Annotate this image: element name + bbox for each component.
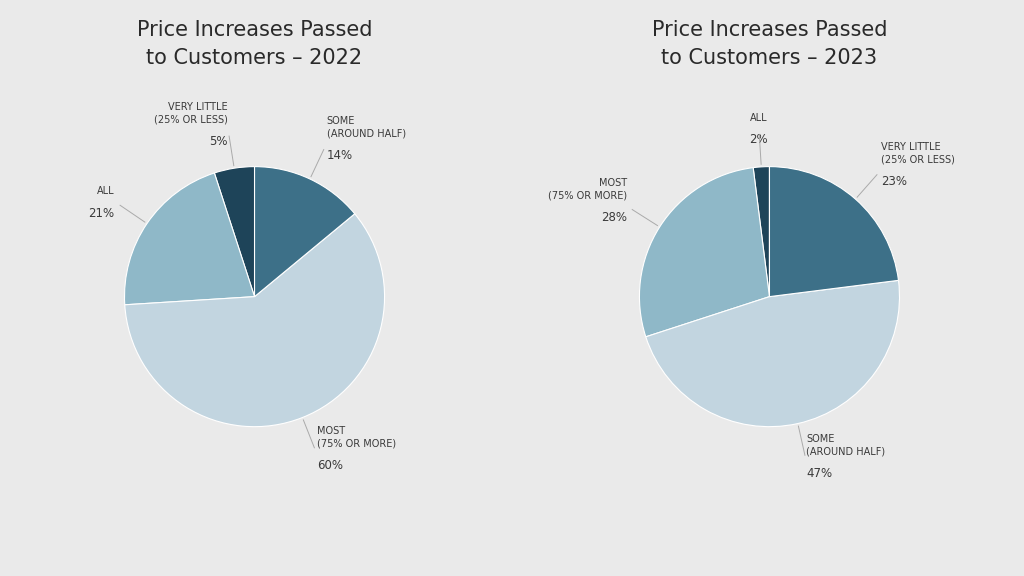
Text: 2%: 2%	[750, 133, 768, 146]
Wedge shape	[255, 166, 354, 297]
Text: 21%: 21%	[89, 207, 115, 220]
Text: 28%: 28%	[601, 211, 627, 224]
Text: SOME
(AROUND HALF): SOME (AROUND HALF)	[327, 116, 406, 138]
Text: ALL: ALL	[97, 187, 115, 196]
Title: Price Increases Passed
to Customers – 2023: Price Increases Passed to Customers – 20…	[651, 20, 887, 67]
Text: 60%: 60%	[316, 459, 343, 472]
Wedge shape	[125, 173, 255, 305]
Wedge shape	[646, 281, 899, 427]
Wedge shape	[639, 168, 769, 337]
Text: SOME
(AROUND HALF): SOME (AROUND HALF)	[806, 434, 886, 456]
Wedge shape	[214, 166, 255, 297]
Text: MOST
(75% OR MORE): MOST (75% OR MORE)	[548, 179, 627, 201]
Text: 5%: 5%	[210, 135, 228, 148]
Wedge shape	[754, 166, 769, 297]
Text: ALL: ALL	[750, 113, 768, 123]
Text: MOST
(75% OR MORE): MOST (75% OR MORE)	[316, 426, 396, 449]
Text: VERY LITTLE
(25% OR LESS): VERY LITTLE (25% OR LESS)	[155, 102, 228, 124]
Wedge shape	[125, 214, 385, 427]
Text: 23%: 23%	[882, 175, 907, 188]
Title: Price Increases Passed
to Customers – 2022: Price Increases Passed to Customers – 20…	[137, 20, 373, 67]
Wedge shape	[769, 166, 898, 297]
Text: VERY LITTLE
(25% OR LESS): VERY LITTLE (25% OR LESS)	[882, 142, 955, 165]
Text: 47%: 47%	[806, 467, 833, 480]
Text: 14%: 14%	[327, 149, 352, 162]
